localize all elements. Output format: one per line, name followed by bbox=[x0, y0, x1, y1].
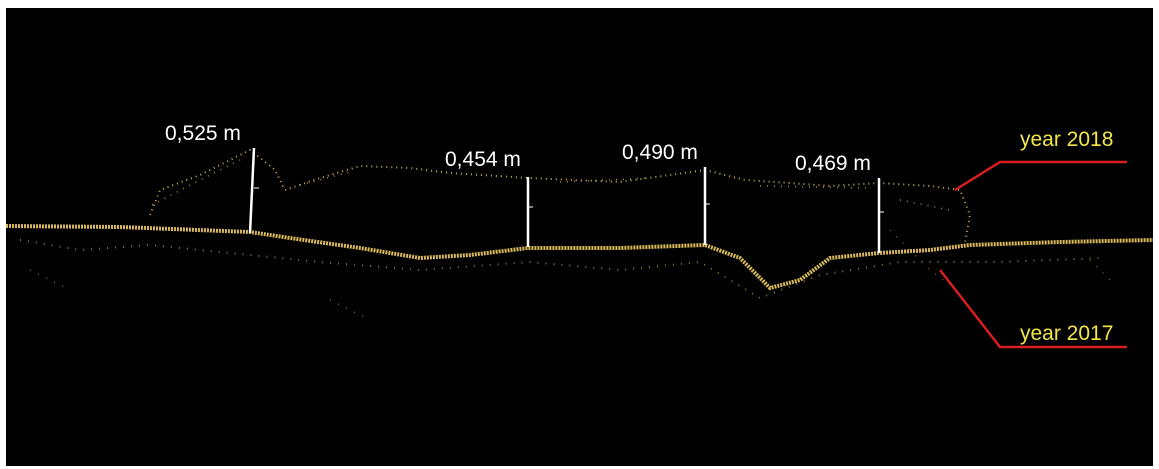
measure-label: 0,454 m bbox=[445, 148, 521, 171]
background bbox=[6, 8, 1153, 466]
point-cloud-view: 0,525 m 0,454 m 0,490 m 0,469 m year 201… bbox=[0, 0, 1159, 469]
year-label: year 2018 bbox=[1020, 128, 1113, 151]
measure-label: 0,469 m bbox=[795, 152, 871, 175]
year-label: year 2017 bbox=[1020, 322, 1113, 345]
measure-label: 0,490 m bbox=[622, 141, 698, 164]
page: {"measurements": ["0,525 m", "0,454 m", … bbox=[0, 0, 1159, 469]
measure-label: 0,525 m bbox=[165, 122, 241, 145]
